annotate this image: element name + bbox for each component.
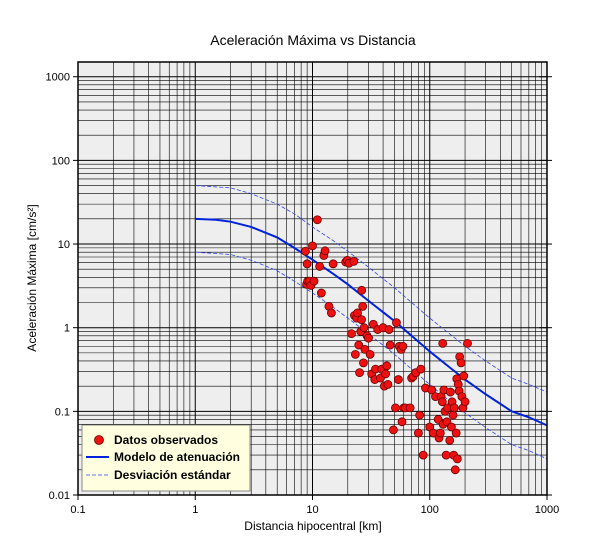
observed-point	[357, 315, 366, 324]
y-tick-label: 100	[52, 155, 70, 167]
std-deviation-line	[195, 185, 548, 393]
x-tick-label: 100	[421, 504, 439, 516]
x-tick-label: 0.1	[70, 504, 85, 516]
observed-point	[357, 285, 367, 295]
observed-point	[413, 428, 423, 438]
observed-point	[353, 308, 362, 318]
legend-observed-marker	[94, 435, 104, 445]
observed-point	[405, 403, 415, 413]
observed-point	[418, 450, 428, 460]
observed-point	[450, 465, 460, 475]
chart-title: Aceleración Máxima vs Distancia	[210, 32, 416, 48]
y-tick-label: 0.1	[55, 406, 70, 418]
observed-point	[320, 246, 330, 256]
observed-point	[354, 340, 364, 350]
y-axis-label: Aceleración Máxima [cm/s²]	[25, 204, 39, 351]
observed-point	[460, 397, 470, 407]
observed-point	[385, 340, 395, 350]
observed-point	[438, 338, 448, 348]
observed-point	[384, 325, 394, 334]
observed-point	[447, 422, 456, 432]
legend-box	[81, 424, 251, 492]
observed-point	[365, 349, 375, 359]
legend: Datos observados Modelo de atenuación De…	[81, 424, 251, 492]
x-tick-label: 1000	[535, 504, 559, 516]
observed-point	[309, 276, 319, 286]
observed-point	[441, 450, 451, 460]
y-tick-label: 10	[58, 239, 70, 251]
observed-point	[382, 361, 392, 371]
observed-point	[459, 371, 469, 381]
observed-point	[393, 375, 403, 384]
x-tick-label: 10	[306, 504, 318, 516]
observed-point	[327, 308, 336, 318]
observed-point	[312, 215, 322, 225]
observed-point	[328, 259, 338, 269]
observed-point	[301, 246, 310, 256]
observed-point	[392, 318, 401, 328]
observed-point	[451, 428, 461, 438]
observed-point	[349, 257, 359, 266]
observed-point	[347, 329, 356, 339]
observed-point	[359, 358, 368, 368]
observed-point	[383, 379, 393, 389]
observed-point	[316, 288, 326, 298]
observed-point	[449, 403, 459, 413]
observed-point	[359, 323, 369, 333]
observed-point	[398, 341, 408, 351]
observed-point	[427, 385, 437, 395]
observed-point	[364, 333, 373, 343]
x-axis-label: Distancia hipocentral [km]	[244, 519, 381, 533]
y-tick-label: 1	[64, 323, 70, 335]
observed-point	[456, 358, 466, 368]
observed-point	[315, 262, 325, 271]
observed-point	[355, 368, 364, 378]
observed-point	[397, 417, 407, 427]
observed-point	[308, 241, 317, 251]
observed-point	[302, 259, 312, 269]
observed-point	[416, 364, 426, 374]
observed-points	[301, 215, 472, 475]
observed-point	[389, 425, 398, 435]
observed-point	[435, 428, 445, 438]
observed-point	[391, 403, 400, 413]
series-lines	[195, 185, 548, 460]
observed-point	[381, 369, 390, 379]
x-tick-label: 1	[192, 504, 198, 516]
observed-point	[445, 387, 455, 397]
y-tick-label: 1000	[46, 72, 70, 84]
observed-point	[448, 410, 458, 420]
observed-point	[463, 338, 472, 348]
observed-point	[415, 410, 425, 420]
observed-point	[437, 397, 447, 407]
legend-observed-label: Datos observados	[114, 433, 218, 447]
observed-point	[358, 301, 368, 311]
observed-point	[350, 349, 360, 359]
y-tick-label: 0.01	[49, 490, 70, 502]
observed-point	[452, 454, 462, 464]
observed-point	[445, 435, 455, 445]
std-deviation-line	[195, 251, 548, 460]
legend-std-label: Desviación estándar	[114, 468, 231, 482]
attenuation-model-line	[195, 217, 548, 427]
legend-model-label: Modelo de atenuación	[114, 450, 240, 464]
